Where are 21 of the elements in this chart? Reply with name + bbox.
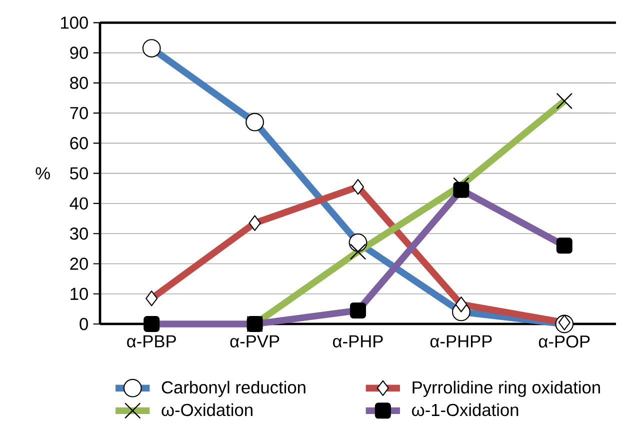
x-tick-label: α-PVP [230, 335, 280, 348]
y-tick-label: 10 [70, 288, 88, 300]
legend-label: ω-Oxidation [162, 403, 252, 416]
x-tick-label: α-PBP [127, 335, 176, 348]
x-tick-label: α-POP [538, 335, 590, 348]
legend-label: Pyrrolidine ring oxidation [412, 380, 600, 397]
y-tick-label: 90 [70, 46, 88, 59]
legend-label: Carbonyl reduction [162, 380, 306, 397]
y-tick-label: 100 [61, 16, 88, 29]
y-tick-label: 60 [70, 137, 88, 150]
y-tick-label: 0 [80, 318, 88, 330]
y-tick-label: 70 [70, 106, 88, 120]
y-tick-label: 50 [70, 167, 88, 180]
legend-label: ω-1-Oxidation [412, 403, 518, 416]
y-tick-label: 40 [70, 197, 88, 210]
y-tick-label: 30 [70, 227, 88, 240]
x-tick-label: α-PHP [333, 335, 383, 348]
y-tick-label: 20 [70, 258, 88, 270]
y-tick-label: 80 [70, 76, 88, 90]
x-tick-label: α-PHPP [430, 335, 492, 348]
y-axis-title: % [36, 167, 50, 180]
